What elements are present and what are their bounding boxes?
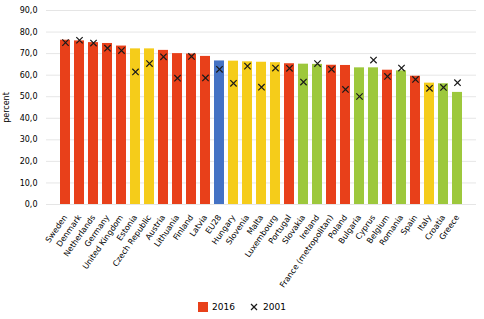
svg-text:Portugal: Portugal	[266, 213, 294, 246]
svg-text:Ireland: Ireland	[298, 213, 322, 242]
svg-text:Sweden: Sweden	[43, 213, 70, 245]
svg-text:20,0: 20,0	[20, 157, 38, 166]
svg-text:30,0: 30,0	[20, 135, 38, 144]
svg-text:60,0: 60,0	[20, 71, 38, 80]
svg-text:Finland: Finland	[171, 213, 196, 242]
svg-text:80,0: 80,0	[20, 28, 38, 37]
svg-text:50,0: 50,0	[20, 92, 38, 101]
svg-text:Hungary: Hungary	[210, 213, 238, 247]
svg-text:Slovenia: Slovenia	[224, 213, 252, 247]
svg-text:40,0: 40,0	[20, 114, 38, 123]
svg-text:Denmark: Denmark	[54, 213, 84, 249]
svg-text:Netherlands: Netherlands	[61, 213, 98, 259]
svg-text:Cyprus: Cyprus	[353, 213, 378, 242]
html-text:2016: 2016	[212, 302, 235, 312]
svg-text:Austria: Austria	[143, 213, 168, 242]
svg-text:Latvia: Latvia	[187, 213, 210, 239]
svg-text:10,0: 10,0	[20, 179, 38, 188]
svg-text:EU28: EU28	[203, 213, 224, 236]
svg-text:United Kingdom: United Kingdom	[81, 213, 126, 271]
svg-text:France (metropolitan): France (metropolitan)	[278, 213, 335, 289]
svg-text:Lithuania: Lithuania	[152, 213, 182, 249]
svg-text:Slovakia: Slovakia	[280, 213, 308, 246]
svg-text:90,0: 90,0	[20, 6, 38, 15]
svg-text:Luxembourg: Luxembourg	[243, 213, 280, 260]
svg-text:Bulgaria: Bulgaria	[336, 213, 364, 246]
svg-text:Spain: Spain	[399, 213, 419, 236]
svg-text:70,0: 70,0	[20, 49, 38, 58]
svg-text:Italy: Italy	[415, 213, 434, 233]
svg-text:Malta: Malta	[245, 213, 266, 237]
svg-text:percent: percent	[2, 92, 11, 123]
svg-text:Poland: Poland	[326, 213, 350, 241]
svg-text:Czech Republic: Czech Republic	[111, 213, 153, 268]
svg-text:Romania: Romania	[377, 213, 406, 248]
svg-text:Belgium: Belgium	[365, 213, 392, 246]
svg-text:0,0: 0,0	[25, 200, 38, 209]
html-text:2001: 2001	[263, 302, 286, 312]
svg-text:Estonia: Estonia	[115, 213, 140, 243]
svg-text:Greece: Greece	[438, 213, 462, 242]
svg-text:Croatia: Croatia	[423, 213, 448, 242]
svg-text:Germany: Germany	[82, 213, 112, 249]
